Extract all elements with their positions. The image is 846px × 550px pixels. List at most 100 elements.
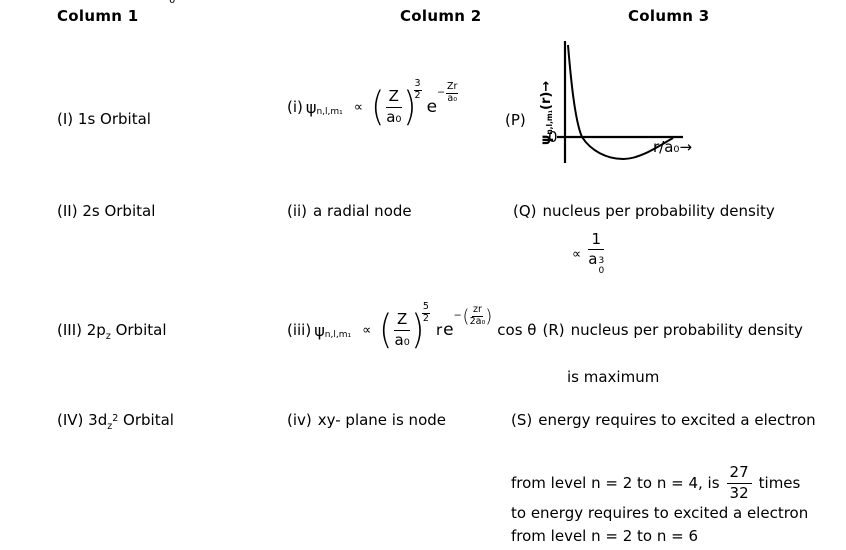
row-Q: (Q) nucleus per probability density — [513, 202, 775, 220]
denominator-subscript: 0 — [598, 265, 605, 276]
column1-header: Column 1 — [57, 7, 139, 25]
r-factor: r — [435, 321, 443, 339]
e-exponent-denominator: a₀ — [447, 93, 458, 105]
e-exponent-denominator: 2a₀ — [469, 316, 486, 328]
e-exponent-fraction: Zr a₀ — [446, 81, 459, 105]
row-S-line3: to energy requires to excited a electron — [511, 504, 809, 522]
proportional-symbol: ∝ — [362, 322, 372, 338]
psi-subscript: n,l,m₁ — [324, 330, 352, 340]
row-Q-text: nucleus per probability density — [542, 202, 775, 220]
row-S-text: energy requires to excited a electron — [538, 411, 816, 429]
exponent-numerator: 3 — [413, 78, 422, 92]
cropped-character: 0 — [169, 0, 176, 6]
row-IV-suffix: Orbital — [118, 411, 174, 429]
exponent-denominator: 2 — [422, 313, 429, 325]
denominator-superscript: 3 — [598, 256, 605, 267]
cos-theta: cos θ — [497, 321, 537, 339]
up-arrow-icon: → — [538, 80, 554, 92]
psi-symbol: ψ — [314, 320, 325, 340]
fraction-numerator: 27 — [726, 464, 752, 484]
row-III-text: (III) 2p — [57, 321, 106, 339]
e-exponent-numerator: Zr — [446, 81, 459, 95]
row-S-label: (S) — [511, 411, 533, 429]
fraction-27-32: 27 32 — [726, 464, 752, 502]
minus-sign: − — [453, 310, 462, 322]
right-arrow-icon: → — [679, 138, 693, 156]
row-S-line4: from level n = 2 to n = 6 — [511, 527, 699, 545]
e-exponent-fraction: zr 2a₀ — [469, 304, 486, 328]
denominator-base: a — [588, 250, 598, 269]
row-S-line2-pre: from level n = 2 to n = 4, is — [511, 474, 720, 492]
fraction-numerator: Z — [394, 311, 411, 331]
row-IV-superscript: 2 — [112, 413, 119, 424]
p-graph — [557, 41, 683, 163]
row-ii-label: (ii) — [287, 202, 308, 220]
row-III-label: (III) 2pz Orbital — [57, 321, 167, 342]
e-exponent: −(zr 2a₀) — [453, 304, 493, 328]
row-iv: (iv) xy- plane is node — [287, 411, 446, 429]
row-S-line2: from level n = 2 to n = 4, is 27 32 times — [511, 461, 800, 505]
column2-header: Column 2 — [400, 7, 482, 25]
row-IV-text: (IV) 3d — [57, 411, 108, 429]
row-II-label: (II) 2s Orbital — [57, 202, 156, 220]
row-R-line2: is maximum — [567, 368, 660, 386]
row-I-suffix: Orbital — [95, 110, 151, 128]
row-III-suffix: Orbital — [110, 321, 167, 339]
fraction-denominator: 32 — [729, 483, 749, 502]
row-iv-text: xy- plane is node — [317, 411, 446, 429]
proportional-symbol: ∝ — [353, 99, 364, 115]
row-I-text: (I) 1s — [57, 110, 96, 128]
open-paren: ( — [379, 307, 393, 353]
e-exponent: − Zr a₀ — [437, 81, 459, 105]
psi-symbol: ψ — [305, 97, 317, 117]
row-I-label: (I) 1s Orbital — [57, 110, 151, 128]
exponent-numerator: 5 — [421, 301, 430, 315]
euler-e: e — [426, 97, 438, 117]
row-ii-text: a radial node — [313, 202, 412, 220]
p-graph-origin-label: 0 — [548, 128, 558, 146]
formula-iii-label: (iii) — [287, 321, 312, 339]
exponent-close-paren: ) — [485, 305, 493, 327]
row-IV-label: (IV) 3dz2 Orbital — [57, 411, 174, 432]
row-R-text: nucleus per probability density — [570, 321, 803, 339]
row-S-line2-post: times — [758, 474, 801, 492]
fraction-denominator: a₀ — [394, 330, 410, 349]
proportional-symbol: ∝ — [572, 246, 582, 262]
row-II-text: (II) 2s — [57, 202, 100, 220]
exponent-open-paren: ( — [462, 305, 470, 327]
x-label-text: r/a₀ — [653, 138, 680, 156]
row-IV-subscript: z — [107, 421, 113, 432]
exponent-denominator: 2 — [414, 90, 421, 102]
psi-subscript: n,l,m₁ — [316, 107, 343, 117]
fraction-denominator: a₀ — [386, 107, 402, 126]
fraction-numerator: 1 — [588, 230, 605, 251]
fraction-numerator: Z — [385, 88, 402, 108]
minus-sign: − — [437, 87, 446, 99]
y-label-rest: (r) — [538, 91, 554, 110]
row-Q-label: (Q) — [513, 202, 537, 220]
row-II-suffix: Orbital — [99, 202, 156, 220]
row-S-line1: (S) energy requires to excited a electron — [511, 411, 816, 429]
row-iv-label: (iv) — [287, 411, 312, 429]
formula-i-label: (i) — [287, 98, 303, 116]
euler-e: e — [443, 320, 454, 340]
open-paren: ( — [371, 84, 385, 130]
row-III-subscript: z — [105, 331, 111, 342]
column3-header: Column 3 — [628, 7, 710, 25]
e-exponent-numerator: zr — [471, 304, 483, 318]
close-paren: ) — [411, 307, 425, 353]
p-graph-x-axis-label: r/a₀→ — [653, 138, 693, 156]
row-ii: (ii) a radial node — [287, 202, 412, 220]
p-graph-curve — [567, 44, 674, 161]
